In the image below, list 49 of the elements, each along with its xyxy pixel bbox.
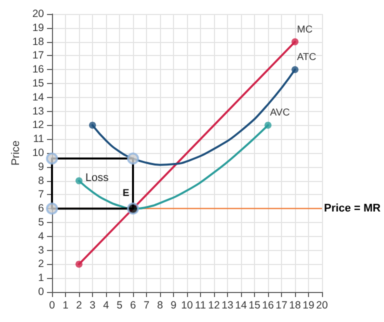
annotation: Loss — [85, 172, 110, 184]
x-tick-label: 14 — [235, 300, 247, 312]
annotation: E — [122, 188, 130, 200]
y-tick-label: 13 — [32, 105, 44, 118]
x-tick-label: 16 — [262, 300, 274, 312]
series-label: ATC — [297, 52, 316, 64]
x-tick-label: 20 — [316, 300, 328, 312]
y-tick-label: 4 — [38, 230, 44, 242]
x-tick-label: 18 — [289, 300, 301, 312]
x-tick-label: 4 — [103, 300, 110, 312]
y-tick-label: 16 — [32, 64, 44, 76]
y-tick-label: 7 — [38, 188, 44, 201]
y-tick-label: 15 — [32, 78, 44, 90]
y-tick-label: 3 — [38, 244, 44, 256]
y-tick-label: 20 — [32, 8, 44, 20]
y-tick-label: 19 — [32, 22, 44, 34]
x-tick-label: 2 — [76, 300, 82, 312]
y-tick-label: 10 — [32, 147, 44, 159]
x-tick-label: 0 — [49, 300, 56, 312]
x-tick-label: 8 — [157, 300, 164, 312]
y-tick-label: 5 — [38, 216, 44, 228]
y-tick-label: 18 — [32, 36, 44, 48]
x-tick-label: 6 — [130, 300, 136, 312]
ref-line-label: Price = MR — [324, 202, 381, 215]
x-tick-label: 11 — [195, 300, 206, 312]
y-tick-label: 0 — [38, 286, 44, 298]
y-tick-label: 6 — [38, 202, 44, 215]
y-tick-label: 11 — [33, 133, 44, 146]
y-tick-label: 14 — [32, 91, 44, 104]
y-tick-label: 1 — [38, 272, 44, 284]
x-tick-label: 1 — [62, 300, 69, 312]
x-tick-label: 13 — [222, 300, 234, 312]
series-label: MC — [297, 24, 313, 36]
y-tick-label: 17 — [32, 50, 44, 62]
series-label: AVC — [270, 108, 290, 119]
x-tick-label: 3 — [90, 300, 96, 312]
x-tick-label: 9 — [170, 300, 177, 312]
y-tick-label: 8 — [38, 174, 44, 187]
x-tick-label: 15 — [248, 300, 260, 312]
y-tick-label: 9 — [38, 160, 44, 173]
x-tick-label: 10 — [181, 300, 193, 312]
y-tick-label: 2 — [38, 258, 44, 270]
x-tick-label: 7 — [144, 300, 150, 312]
x-tick-label: 5 — [116, 300, 123, 312]
x-tick-label: 12 — [208, 300, 220, 312]
x-tick-label: 19 — [302, 300, 314, 312]
y-tick-label: 12 — [32, 119, 44, 132]
y-axis-title: Price — [10, 140, 22, 166]
x-tick-label: 17 — [276, 300, 288, 312]
